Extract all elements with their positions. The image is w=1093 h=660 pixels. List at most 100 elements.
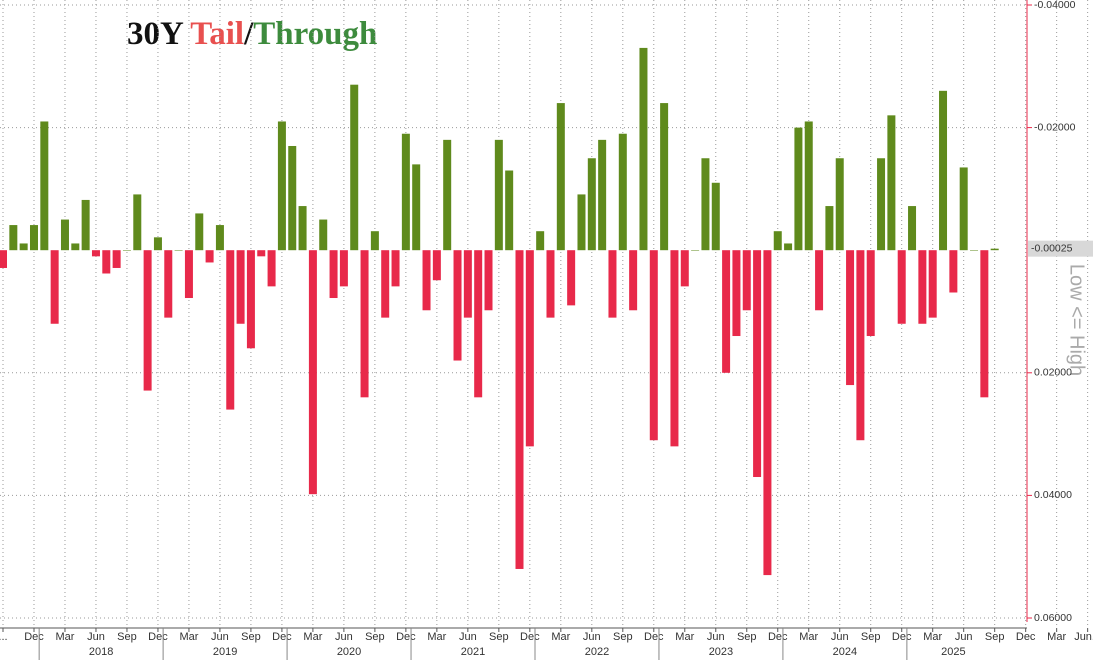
bar: [19, 243, 28, 251]
bar: [804, 121, 813, 251]
y-axis-label: Low <= High: [1066, 264, 1088, 376]
title-part: 30Y: [127, 16, 190, 52]
bar: [308, 250, 317, 495]
bar: [618, 133, 627, 251]
bar: [753, 250, 762, 478]
x-tick-label: Mar: [923, 631, 942, 643]
bar: [835, 158, 844, 251]
x-tick-label: Sep: [117, 631, 137, 643]
bar: [164, 250, 173, 318]
x-tick-label: Jun: [583, 631, 601, 643]
x-tick-label: Dec: [148, 631, 168, 643]
bar: [629, 250, 638, 311]
x-tick-label: Sep: [365, 631, 385, 643]
x-tick-label: Dec: [520, 631, 540, 643]
bar: [980, 250, 989, 398]
bar: [877, 158, 886, 251]
x-tick-label: Mar: [675, 631, 694, 643]
bar: [825, 206, 834, 251]
bar: [990, 248, 999, 251]
x-tick-label: Jun: [335, 631, 353, 643]
x-tick-label: Sep: [861, 631, 881, 643]
bar: [257, 250, 266, 257]
x-tick-label: Dec: [644, 631, 664, 643]
bar: [887, 115, 896, 251]
bar: [143, 250, 152, 391]
x-tick-label: Mar: [799, 631, 818, 643]
bar: [928, 250, 937, 318]
y-tick-label: 0.02000: [1034, 367, 1072, 379]
x-tick-label: ...: [0, 631, 8, 643]
bar: [463, 250, 472, 318]
bar: [536, 231, 545, 251]
x-tick-label: Mar: [179, 631, 198, 643]
x-tick-label: Mar: [427, 631, 446, 643]
bar: [112, 250, 121, 268]
bar: [587, 158, 596, 251]
bar: [360, 250, 369, 398]
title-part: /: [243, 16, 254, 52]
bar: [660, 103, 669, 251]
bar: [856, 250, 865, 441]
bar: [153, 237, 162, 251]
x-tick-label: Mar: [1047, 631, 1066, 643]
bar: [722, 250, 731, 373]
x-tick-label: Dec: [396, 631, 416, 643]
bar: [9, 225, 18, 251]
y-tick-label: 0.04000: [1034, 489, 1072, 501]
year-label: 2024: [833, 646, 857, 658]
title-part: Tail: [190, 16, 244, 52]
year-label: 2018: [89, 646, 113, 658]
y-tick-label: -0.04000: [1034, 0, 1076, 11]
bar: [846, 250, 855, 386]
bar: [494, 139, 503, 251]
bar: [0, 250, 7, 268]
bar: [381, 250, 390, 318]
bar: [215, 225, 224, 251]
bar: [515, 250, 524, 569]
year-label: 2025: [941, 646, 965, 658]
x-tick-label: Jun: [459, 631, 477, 643]
x-tick-label: Sep: [241, 631, 261, 643]
bar: [443, 139, 452, 251]
bar: [670, 250, 679, 447]
bar: [866, 250, 875, 337]
bar: [908, 206, 917, 251]
bar: [226, 250, 235, 410]
bar: [453, 250, 462, 361]
x-tick-label: Jun: [87, 631, 105, 643]
bar: [184, 250, 193, 299]
bar: [794, 127, 803, 251]
year-label: 2021: [461, 646, 485, 658]
bar: [267, 250, 276, 287]
bar: [701, 158, 710, 251]
x-tick-label: Dec: [1016, 631, 1036, 643]
x-tick-label: Sep: [613, 631, 633, 643]
x-tick-label: Jun...: [1074, 631, 1093, 643]
bar: [319, 219, 328, 251]
bar: [329, 250, 338, 299]
bar: [298, 206, 307, 251]
bar: [897, 250, 906, 324]
bar: [277, 121, 286, 251]
x-tick-label: Dec: [892, 631, 912, 643]
bar: [732, 250, 741, 337]
x-tick-label: Mar: [56, 631, 75, 643]
bar: [60, 219, 69, 251]
x-tick-label: Sep: [489, 631, 509, 643]
x-tick-label: Mar: [303, 631, 322, 643]
bar: [370, 231, 379, 251]
bar: [288, 145, 297, 251]
bar: [81, 199, 90, 251]
bar: [598, 139, 607, 251]
year-label: 2023: [709, 646, 733, 658]
bar: [91, 250, 100, 257]
x-tick-label: Dec: [272, 631, 292, 643]
bar: [174, 250, 183, 251]
value-label-box: [1028, 240, 1093, 257]
bars: [0, 47, 999, 576]
bar: [339, 250, 348, 287]
bar: [608, 250, 617, 318]
bar: [391, 250, 400, 287]
